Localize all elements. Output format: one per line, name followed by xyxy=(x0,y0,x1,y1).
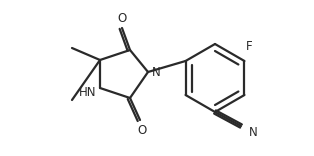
Text: HN: HN xyxy=(79,86,97,100)
Text: O: O xyxy=(138,124,147,137)
Text: F: F xyxy=(246,41,253,54)
Text: N: N xyxy=(249,127,257,139)
Text: O: O xyxy=(117,12,127,24)
Text: N: N xyxy=(152,66,160,80)
